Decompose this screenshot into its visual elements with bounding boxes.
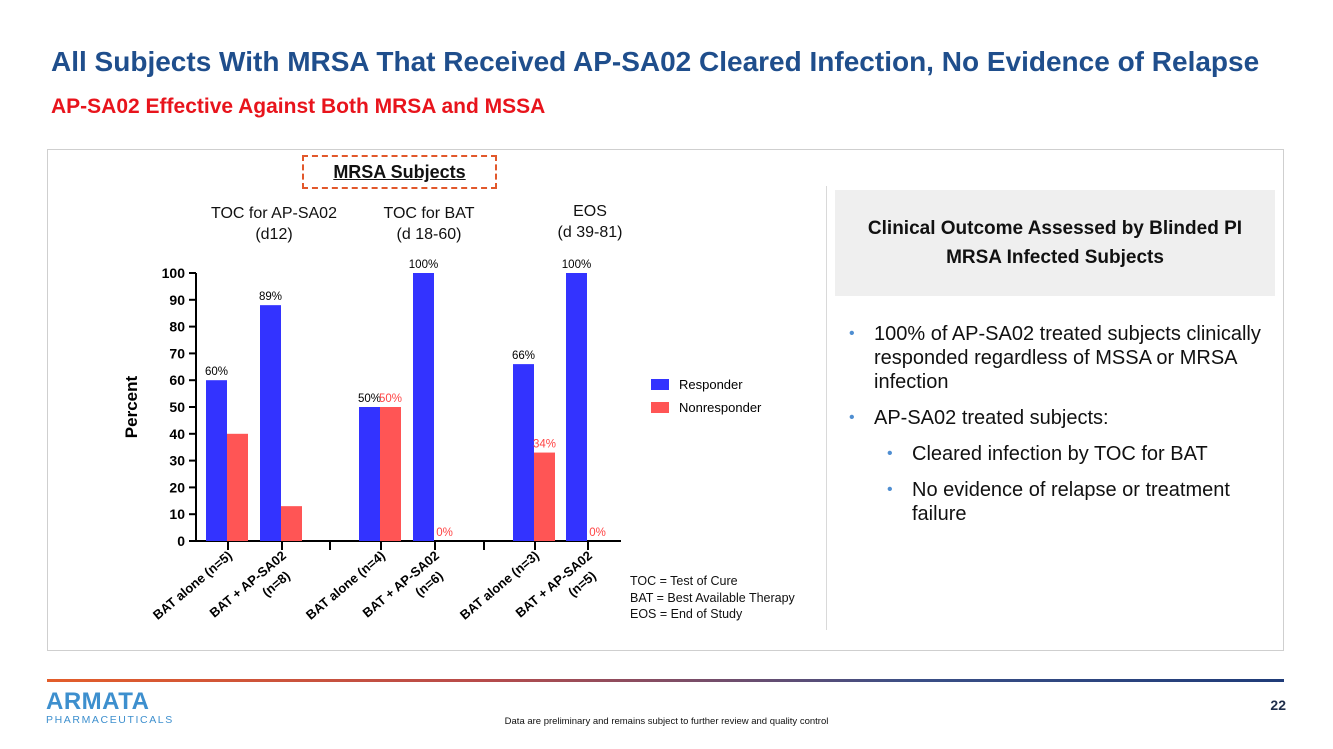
bar-responder-4 (513, 364, 534, 541)
bullet-dot-icon: • (887, 481, 893, 498)
bullet-dot-icon: • (849, 409, 855, 426)
abbreviation-list: TOC = Test of Cure BAT = Best Available … (630, 573, 795, 623)
logo-subtitle: PHARMACEUTICALS (46, 714, 174, 726)
outcome-bullets: • 100% of AP-SA02 treated subjects clini… (845, 322, 1265, 538)
data-label-responder: 60% (205, 366, 228, 378)
abbrev-eos: EOS = End of Study (630, 607, 743, 621)
legend-label-nonresponder: Nonresponder (679, 400, 762, 415)
data-label-nonresponder: 0% (589, 527, 606, 539)
bar-nonresponder-2 (380, 407, 401, 541)
period-label-line1: TOC for BAT (383, 205, 475, 222)
y-tick-label: 10 (169, 506, 185, 522)
y-tick-label: 90 (169, 292, 185, 308)
abbrev-bat: BAT = Best Available Therapy (630, 590, 795, 605)
slide-title: All Subjects With MRSA That Received AP-… (51, 46, 1260, 77)
legend-swatch-nonresponder (651, 402, 669, 413)
bar-nonresponder-1 (281, 506, 302, 541)
data-label-nonresponder: 34% (533, 439, 556, 451)
sub-bullet-item: • No evidence of relapse or treatment fa… (883, 478, 1265, 526)
bar-nonresponder-4 (534, 452, 555, 541)
bullet-text: AP-SA02 treated subjects: (874, 407, 1109, 429)
panel-divider (826, 186, 827, 630)
company-logo: ARMATA PHARMACEUTICALS (46, 688, 174, 727)
y-tick-label: 60 (169, 372, 185, 388)
slide-subtitle: AP-SA02 Effective Against Both MRSA and … (51, 95, 546, 118)
abbrev-toc: TOC = Test of Cure (630, 574, 738, 588)
period-label-line2: (d12) (255, 226, 293, 243)
data-label-nonresponder: 0% (436, 527, 453, 539)
outcome-heading-box: Clinical Outcome Assessed by Blinded PI … (835, 190, 1275, 296)
y-tick-label: 40 (169, 426, 185, 442)
outcome-heading-line1: Clinical Outcome Assessed by Blinded PI (867, 218, 1243, 239)
outcome-heading-line2: MRSA Infected Subjects (946, 247, 1164, 268)
bullet-dot-icon: • (887, 445, 893, 462)
period-label-line1: EOS (573, 203, 607, 220)
y-tick-label: 80 (169, 319, 185, 335)
bullet-item: • 100% of AP-SA02 treated subjects clini… (845, 322, 1265, 394)
bullet-text: Cleared infection by TOC for BAT (912, 443, 1208, 465)
page-number: 22 (1270, 697, 1286, 713)
y-axis-label: Percent (122, 375, 141, 438)
y-tick-label: 20 (169, 479, 185, 495)
bar-responder-0 (206, 380, 227, 541)
data-label-responder: 89% (259, 291, 282, 303)
y-tick-label: 70 (169, 345, 185, 361)
period-label-toc-bat: TOC for BAT (d 18-60) (364, 203, 494, 245)
period-label-toc-apsa02: TOC for AP-SA02 (d12) (196, 203, 352, 245)
sub-bullet-item: • Cleared infection by TOC for BAT (883, 442, 1265, 466)
period-label-eos: EOS (d 39-81) (540, 201, 640, 243)
legend-label-responder: Responder (679, 377, 743, 392)
bullet-item: • AP-SA02 treated subjects: (845, 406, 1265, 430)
bar-responder-2 (359, 407, 380, 541)
footer-divider (47, 679, 1284, 682)
logo-name: ARMATA (46, 688, 150, 715)
data-label-responder: 100% (409, 259, 438, 271)
data-label-responder: 66% (512, 350, 535, 362)
period-label-line1: TOC for AP-SA02 (211, 205, 337, 222)
bar-nonresponder-0 (227, 433, 248, 541)
bar-responder-3 (413, 273, 434, 541)
period-label-line2: (d 18-60) (396, 226, 462, 243)
bullet-text: 100% of AP-SA02 treated subjects clinica… (874, 323, 1261, 393)
bar-responder-1 (260, 305, 281, 541)
y-tick-label: 0 (177, 533, 185, 549)
period-label-line2: (d 39-81) (557, 224, 623, 241)
data-label-responder: 100% (562, 259, 591, 271)
data-label-nonresponder: 50% (379, 393, 402, 405)
bullet-text: No evidence of relapse or treatment fail… (912, 479, 1230, 525)
bar-responder-5 (566, 273, 587, 541)
bullet-dot-icon: • (849, 325, 855, 342)
y-tick-label: 100 (162, 265, 186, 281)
mrsa-subjects-label: MRSA Subjects (302, 155, 497, 189)
y-tick-label: 50 (169, 399, 185, 415)
legend-swatch-responder (651, 379, 669, 390)
footnote: Data are preliminary and remains subject… (504, 716, 829, 727)
y-tick-label: 30 (169, 453, 185, 469)
data-label-responder: 50% (358, 393, 381, 405)
content-panel (47, 149, 1284, 651)
